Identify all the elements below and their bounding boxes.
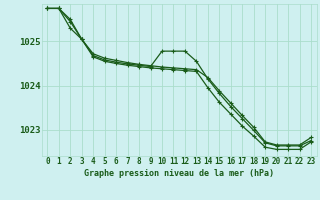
X-axis label: Graphe pression niveau de la mer (hPa): Graphe pression niveau de la mer (hPa) bbox=[84, 169, 274, 178]
